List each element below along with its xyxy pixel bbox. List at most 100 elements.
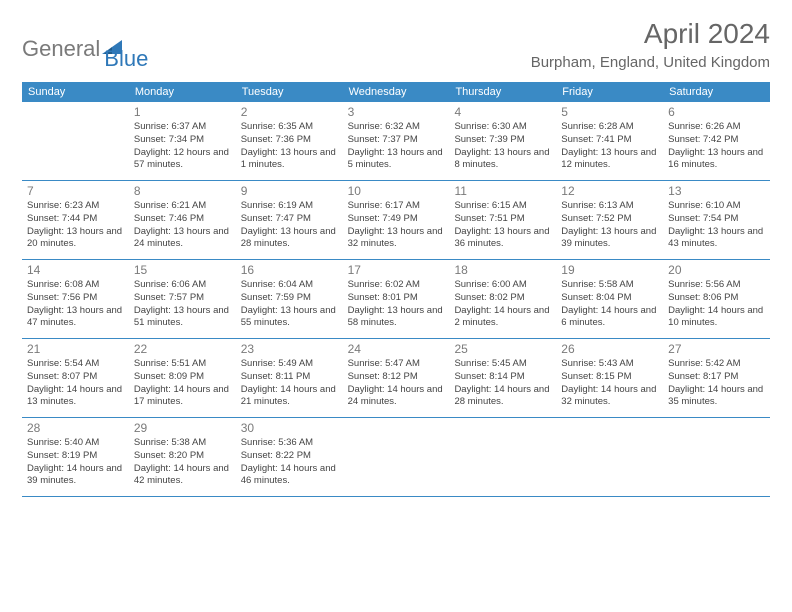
day-cell xyxy=(343,418,450,496)
day-number: 17 xyxy=(348,263,445,277)
daylight-text: Daylight: 13 hours and 43 minutes. xyxy=(668,226,765,252)
sunrise-text: Sunrise: 6:21 AM xyxy=(134,200,231,213)
day-cell: 9Sunrise: 6:19 AMSunset: 7:47 PMDaylight… xyxy=(236,181,343,259)
sunset-text: Sunset: 8:19 PM xyxy=(27,450,124,463)
logo-text-blue: Blue xyxy=(104,26,148,72)
title-block: April 2024 Burpham, England, United King… xyxy=(531,18,770,71)
sunset-text: Sunset: 8:09 PM xyxy=(134,371,231,384)
sunset-text: Sunset: 8:20 PM xyxy=(134,450,231,463)
daylight-text: Daylight: 14 hours and 24 minutes. xyxy=(348,384,445,410)
sunset-text: Sunset: 7:42 PM xyxy=(668,134,765,147)
sunset-text: Sunset: 7:39 PM xyxy=(454,134,551,147)
day-number: 27 xyxy=(668,342,765,356)
day-cell: 7Sunrise: 6:23 AMSunset: 7:44 PMDaylight… xyxy=(22,181,129,259)
day-number: 26 xyxy=(561,342,658,356)
daylight-text: Daylight: 13 hours and 8 minutes. xyxy=(454,147,551,173)
day-cell: 23Sunrise: 5:49 AMSunset: 8:11 PMDayligh… xyxy=(236,339,343,417)
daylight-text: Daylight: 13 hours and 24 minutes. xyxy=(134,226,231,252)
sunrise-text: Sunrise: 5:51 AM xyxy=(134,358,231,371)
sunrise-text: Sunrise: 6:02 AM xyxy=(348,279,445,292)
daylight-text: Daylight: 14 hours and 32 minutes. xyxy=(561,384,658,410)
day-cell: 6Sunrise: 6:26 AMSunset: 7:42 PMDaylight… xyxy=(663,102,770,180)
sunrise-text: Sunrise: 6:13 AM xyxy=(561,200,658,213)
day-number: 10 xyxy=(348,184,445,198)
daylight-text: Daylight: 13 hours and 1 minutes. xyxy=(241,147,338,173)
sunset-text: Sunset: 7:36 PM xyxy=(241,134,338,147)
sunset-text: Sunset: 8:04 PM xyxy=(561,292,658,305)
sunrise-text: Sunrise: 5:36 AM xyxy=(241,437,338,450)
weekday-header: Wednesday xyxy=(343,82,450,102)
sunset-text: Sunset: 8:12 PM xyxy=(348,371,445,384)
sunrise-text: Sunrise: 5:38 AM xyxy=(134,437,231,450)
day-cell xyxy=(556,418,663,496)
week-row: 28 Sunrise: 5:40 AMSunset: 8:19 PMDayligh… xyxy=(22,418,770,497)
sunset-text: Sunset: 7:59 PM xyxy=(241,292,338,305)
day-cell: 25Sunrise: 5:45 AMSunset: 8:14 PMDayligh… xyxy=(449,339,556,417)
sunset-text: Sunset: 7:41 PM xyxy=(561,134,658,147)
day-number: 13 xyxy=(668,184,765,198)
daylight-text: Daylight: 14 hours and 13 minutes. xyxy=(27,384,124,410)
sunrise-text: Sunrise: 5:40 AM xyxy=(27,437,124,450)
calendar: Sunday Monday Tuesday Wednesday Thursday… xyxy=(22,82,770,497)
weekday-header: Friday xyxy=(556,82,663,102)
sunrise-text: Sunrise: 6:32 AM xyxy=(348,121,445,134)
daylight-text: Daylight: 14 hours and 17 minutes. xyxy=(134,384,231,410)
daylight-text: Daylight: 13 hours and 12 minutes. xyxy=(561,147,658,173)
day-cell: 4Sunrise: 6:30 AMSunset: 7:39 PMDaylight… xyxy=(449,102,556,180)
sunrise-text: Sunrise: 6:06 AM xyxy=(134,279,231,292)
day-cell: 17Sunrise: 6:02 AMSunset: 8:01 PMDayligh… xyxy=(343,260,450,338)
day-number: 9 xyxy=(241,184,338,198)
sunset-text: Sunset: 7:37 PM xyxy=(348,134,445,147)
day-number: 30 xyxy=(241,421,338,435)
day-cell: 28 Sunrise: 5:40 AMSunset: 8:19 PMDayligh… xyxy=(22,418,129,496)
sunset-text: Sunset: 7:46 PM xyxy=(134,213,231,226)
daylight-text: Daylight: 14 hours and 10 minutes. xyxy=(668,305,765,331)
day-number: 12 xyxy=(561,184,658,198)
week-row: 21Sunrise: 5:54 AMSunset: 8:07 PMDayligh… xyxy=(22,339,770,418)
day-number: 20 xyxy=(668,263,765,277)
sunrise-text: Sunrise: 6:23 AM xyxy=(27,200,124,213)
daylight-text: Daylight: 13 hours and 5 minutes. xyxy=(348,147,445,173)
day-number: 28 xyxy=(27,421,124,435)
week-row: 1Sunrise: 6:37 AMSunset: 7:34 PMDaylight… xyxy=(22,102,770,181)
day-cell: 1Sunrise: 6:37 AMSunset: 7:34 PMDaylight… xyxy=(129,102,236,180)
day-number: 22 xyxy=(134,342,231,356)
day-cell: 8Sunrise: 6:21 AMSunset: 7:46 PMDaylight… xyxy=(129,181,236,259)
weekday-header: Thursday xyxy=(449,82,556,102)
day-cell: 26Sunrise: 5:43 AMSunset: 8:15 PMDayligh… xyxy=(556,339,663,417)
day-cell xyxy=(22,102,129,180)
header: General Blue April 2024 Burpham, England… xyxy=(22,18,770,72)
day-number: 16 xyxy=(241,263,338,277)
sunrise-text: Sunrise: 6:19 AM xyxy=(241,200,338,213)
day-cell: 14Sunrise: 6:08 AMSunset: 7:56 PMDayligh… xyxy=(22,260,129,338)
day-number: 15 xyxy=(134,263,231,277)
daylight-text: Daylight: 13 hours and 16 minutes. xyxy=(668,147,765,173)
day-number: 7 xyxy=(27,184,124,198)
weekday-header: Sunday xyxy=(22,82,129,102)
day-cell xyxy=(663,418,770,496)
day-cell: 22 Sunrise: 5:51 AMSunset: 8:09 PMDayligh… xyxy=(129,339,236,417)
sunrise-text: Sunrise: 5:49 AM xyxy=(241,358,338,371)
day-cell: 27Sunrise: 5:42 AMSunset: 8:17 PMDayligh… xyxy=(663,339,770,417)
day-number: 21 xyxy=(27,342,124,356)
daylight-text: Daylight: 14 hours and 28 minutes. xyxy=(454,384,551,410)
day-cell: 16Sunrise: 6:04 AMSunset: 7:59 PMDayligh… xyxy=(236,260,343,338)
sunrise-text: Sunrise: 5:43 AM xyxy=(561,358,658,371)
location: Burpham, England, United Kingdom xyxy=(531,54,770,71)
day-number: 2 xyxy=(241,105,338,119)
sunrise-text: Sunrise: 6:15 AM xyxy=(454,200,551,213)
day-number: 24 xyxy=(348,342,445,356)
day-cell: 30Sunrise: 5:36 AMSunset: 8:22 PMDayligh… xyxy=(236,418,343,496)
day-number: 3 xyxy=(348,105,445,119)
day-number: 19 xyxy=(561,263,658,277)
sunset-text: Sunset: 8:06 PM xyxy=(668,292,765,305)
daylight-text: Daylight: 14 hours and 39 minutes. xyxy=(27,463,124,489)
day-cell: 29Sunrise: 5:38 AMSunset: 8:20 PMDayligh… xyxy=(129,418,236,496)
sunset-text: Sunset: 7:56 PM xyxy=(27,292,124,305)
weekday-header: Saturday xyxy=(663,82,770,102)
sunset-text: Sunset: 7:34 PM xyxy=(134,134,231,147)
daylight-text: Daylight: 13 hours and 47 minutes. xyxy=(27,305,124,331)
day-number: 5 xyxy=(561,105,658,119)
day-cell: 3 Sunrise: 6:32 AMSunset: 7:37 PMDaylight… xyxy=(343,102,450,180)
daylight-text: Daylight: 13 hours and 55 minutes. xyxy=(241,305,338,331)
